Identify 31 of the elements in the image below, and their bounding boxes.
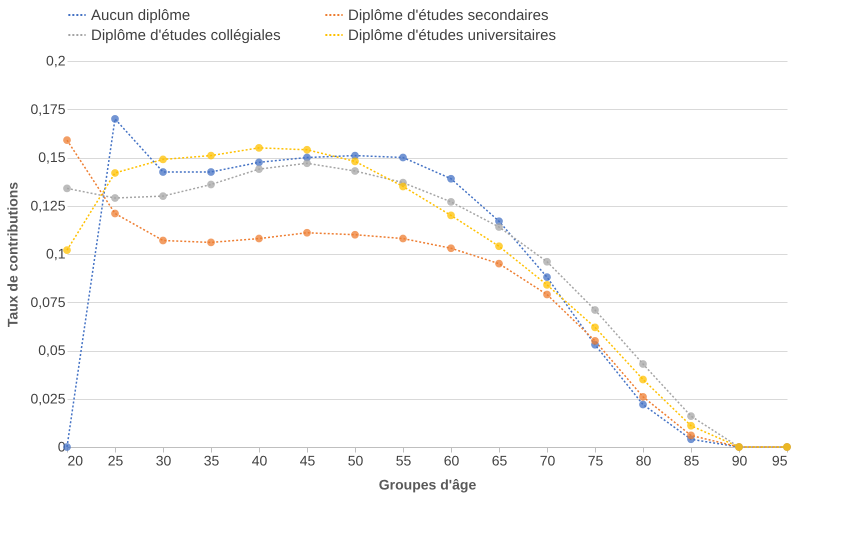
x-tick-label: 25	[108, 452, 124, 468]
legend-label: Diplôme d'études secondaires	[348, 7, 548, 24]
legend-label: Aucun diplôme	[91, 7, 190, 24]
y-tick-label: 0,175	[30, 100, 66, 117]
x-tick-label: 50	[348, 452, 364, 468]
x-tick-label: 60	[444, 452, 460, 468]
x-tick-label: 70	[540, 452, 556, 468]
y-tick-label: 0,025	[30, 390, 66, 406]
x-tick-label: 30	[156, 452, 172, 468]
x-tick-label: 55	[396, 452, 412, 468]
x-tick-label: 95	[772, 452, 788, 468]
x-tick-label: 45	[300, 452, 316, 468]
x-axis-title: Groupes d'âge	[378, 476, 476, 492]
y-tick-label: 0,05	[38, 342, 66, 358]
y-tick-label: 0,125	[30, 197, 66, 214]
x-tick-label: 40	[252, 452, 268, 468]
y-tick-label: 0,2	[46, 52, 66, 68]
legend-label: Diplôme d'études collégiales	[91, 27, 281, 44]
y-tick-label: 0,075	[30, 294, 66, 310]
y-tick-label: 0,15	[38, 149, 66, 165]
x-tick-label: 65	[492, 452, 508, 468]
legend-label: Diplôme d'études universitaires	[348, 27, 556, 44]
x-tick-label: 75	[588, 452, 604, 468]
x-tick-label: 85	[684, 452, 700, 468]
x-tick-label: 35	[204, 452, 220, 468]
x-tick-label: 80	[636, 452, 652, 468]
y-axis-title: Taux de contributions	[4, 182, 20, 328]
x-tick-label: 20	[68, 452, 84, 468]
x-tick-label: 90	[732, 452, 748, 468]
y-tick-label: 0,1	[46, 246, 66, 262]
y-tick-label: 0	[58, 438, 66, 454]
